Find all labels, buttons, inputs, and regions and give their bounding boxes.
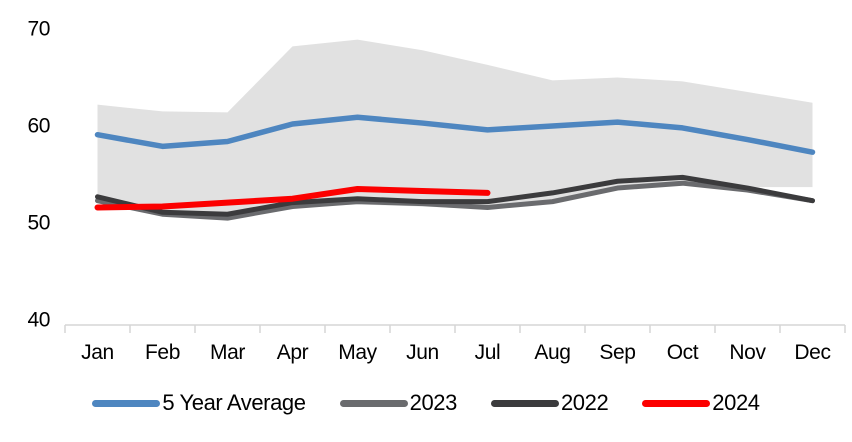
- x-axis-label: May: [338, 341, 377, 364]
- legend-label-5-year-average: 5 Year Average: [162, 390, 306, 415]
- chart-legend: 5 Year Average 2023 2022 2024: [0, 386, 852, 420]
- chart-plot-area: 70 60 50 40 Jan Feb Mar Apr May Jun Jul Aug Sep Oct No…: [27, 18, 846, 364]
- series-line-2022: [95, 174, 815, 217]
- legend-swatch-5-year-average: [92, 399, 161, 407]
- legend-item-2023: 2023: [339, 390, 458, 416]
- x-axis-label: Dec: [794, 341, 830, 364]
- x-axis-label: Mar: [210, 341, 245, 364]
- x-axis-label: Nov: [729, 341, 766, 364]
- y-axis-label: 40: [27, 309, 50, 332]
- legend-label-2024: 2024: [712, 390, 760, 415]
- series-line-5-year-average: [94, 114, 816, 155]
- legend-item-2022: 2022: [490, 390, 609, 416]
- legend-label-2023: 2023: [409, 390, 458, 415]
- legend-item-5-year-average: 5 Year Average: [92, 390, 306, 416]
- y-axis-label: 60: [27, 115, 50, 138]
- x-axis-label: Apr: [277, 341, 309, 364]
- legend-item-2024: 2024: [642, 390, 760, 416]
- x-axis-label: Oct: [667, 341, 699, 364]
- x-axis-label: Sep: [599, 341, 635, 364]
- x-axis-label: Jul: [475, 341, 501, 364]
- y-axis-label: 70: [27, 18, 50, 41]
- y-axis-label: 50: [27, 212, 50, 235]
- series-line-2024: [94, 186, 491, 211]
- x-axis-label: Jan: [81, 341, 114, 364]
- x-axis-label: Aug: [534, 341, 570, 364]
- x-axis-label: Feb: [145, 341, 180, 364]
- series-line-2023: [95, 180, 815, 221]
- x-axis-label: Jun: [406, 341, 439, 364]
- legend-label-2022: 2022: [560, 390, 609, 415]
- legend-swatch-2023: [339, 399, 408, 407]
- legend-swatch-2024: [642, 399, 711, 407]
- legend-swatch-2022: [490, 399, 559, 407]
